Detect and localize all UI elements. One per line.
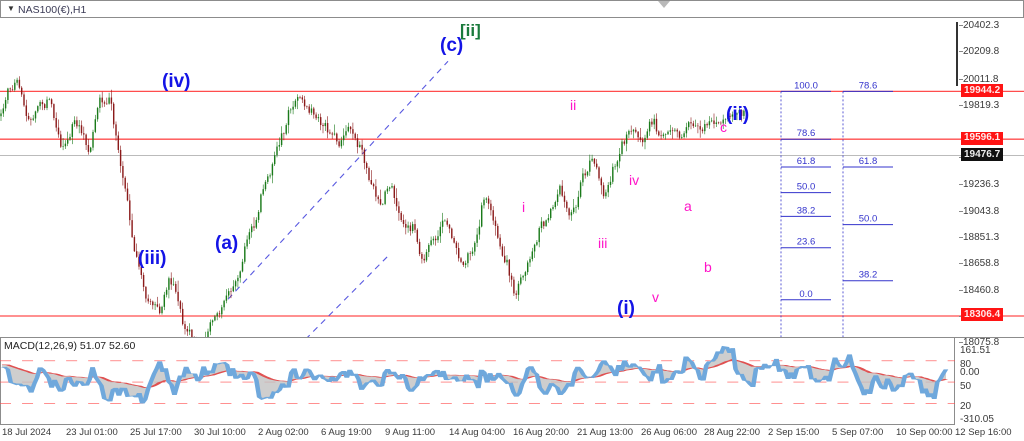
svg-text:50.0: 50.0	[859, 214, 878, 225]
svg-text:78.6: 78.6	[797, 128, 816, 139]
svg-text:100.0: 100.0	[794, 80, 818, 91]
svg-text:61.8: 61.8	[797, 156, 816, 167]
svg-text:38.2: 38.2	[859, 270, 878, 281]
svg-text:78.6: 78.6	[859, 80, 878, 91]
svg-text:61.8: 61.8	[859, 156, 878, 167]
svg-text:23.6: 23.6	[797, 237, 816, 248]
svg-text:0.0: 0.0	[799, 289, 812, 300]
svg-text:38.2: 38.2	[797, 205, 816, 216]
svg-text:50.0: 50.0	[797, 182, 816, 193]
